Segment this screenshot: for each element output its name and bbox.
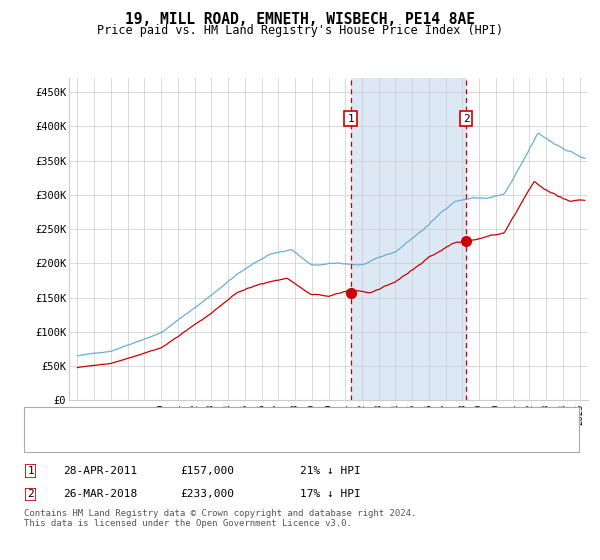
Text: HPI: Average price, detached house, King's Lynn and West Norfolk: HPI: Average price, detached house, King… — [75, 435, 475, 445]
Text: 21% ↓ HPI: 21% ↓ HPI — [300, 466, 361, 476]
Text: 19, MILL ROAD, EMNETH, WISBECH, PE14 8AE (detached house): 19, MILL ROAD, EMNETH, WISBECH, PE14 8AE… — [75, 414, 431, 424]
Text: £233,000: £233,000 — [180, 489, 234, 500]
Text: 1: 1 — [27, 466, 34, 476]
Bar — [350, 78, 466, 400]
Text: 2: 2 — [27, 489, 34, 500]
Text: £157,000: £157,000 — [180, 466, 234, 476]
Text: 26-MAR-2018: 26-MAR-2018 — [63, 489, 137, 500]
Text: Price paid vs. HM Land Registry's House Price Index (HPI): Price paid vs. HM Land Registry's House … — [97, 24, 503, 37]
Text: Contains HM Land Registry data © Crown copyright and database right 2024.
This d: Contains HM Land Registry data © Crown c… — [24, 509, 416, 529]
Text: 17% ↓ HPI: 17% ↓ HPI — [300, 489, 361, 500]
Text: 19, MILL ROAD, EMNETH, WISBECH, PE14 8AE: 19, MILL ROAD, EMNETH, WISBECH, PE14 8AE — [125, 12, 475, 27]
Text: 28-APR-2011: 28-APR-2011 — [63, 466, 137, 476]
Text: 1: 1 — [347, 114, 354, 124]
Text: 2: 2 — [463, 114, 470, 124]
